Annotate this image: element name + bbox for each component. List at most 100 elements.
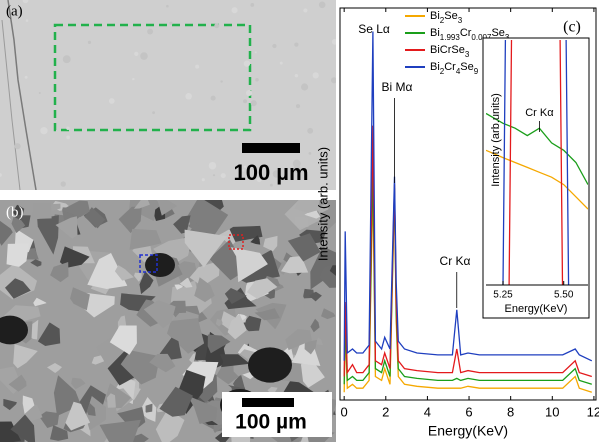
texture — [312, 72, 319, 79]
texture — [140, 52, 148, 60]
texture — [201, 178, 205, 182]
texture — [265, 165, 269, 169]
texture — [55, 216, 78, 239]
texture — [147, 28, 154, 35]
texture — [294, 216, 309, 228]
texture — [308, 152, 312, 155]
spectrum-line — [508, 40, 564, 285]
peak-label: Se Lα — [358, 22, 390, 36]
texture — [87, 40, 92, 44]
x-tick-label: 5.25 — [493, 290, 513, 301]
sem-image-b: (b) 100 µm — [0, 200, 336, 442]
texture — [272, 170, 281, 178]
texture — [0, 173, 2, 177]
x-tick-label: 8 — [507, 404, 514, 419]
texture — [14, 143, 21, 150]
texture — [255, 77, 259, 82]
x-tick-label: 5.50 — [554, 290, 574, 301]
texture — [194, 277, 215, 303]
texture — [294, 363, 325, 388]
texture — [3, 398, 17, 411]
texture — [267, 386, 278, 394]
x-axis-label: Energy(KeV) — [505, 303, 568, 315]
texture — [114, 265, 134, 281]
texture — [174, 284, 183, 290]
texture — [210, 95, 216, 101]
texture — [11, 216, 26, 234]
texture — [8, 374, 27, 392]
selection-box — [139, 254, 158, 273]
texture — [30, 259, 42, 267]
texture — [25, 19, 29, 22]
legend-label: Bi2Cr4Se9 — [430, 61, 479, 76]
texture — [307, 127, 314, 134]
legend-label: Bi2Se3 — [430, 10, 463, 25]
texture — [227, 314, 247, 340]
spectrum-line — [343, 164, 592, 385]
texture — [87, 253, 128, 289]
texture — [224, 288, 247, 304]
texture — [84, 207, 106, 229]
texture — [318, 1, 326, 9]
texture — [37, 215, 59, 255]
texture — [40, 127, 48, 135]
inset-frame — [482, 37, 590, 319]
texture — [65, 401, 91, 431]
texture — [145, 403, 153, 413]
plot-area — [343, 31, 593, 393]
texture — [243, 60, 251, 67]
texture — [189, 260, 220, 287]
texture — [295, 104, 301, 109]
texture — [246, 278, 278, 299]
texture — [243, 99, 248, 104]
texture — [12, 204, 25, 217]
texture — [254, 308, 280, 321]
texture — [269, 183, 273, 187]
texture — [149, 353, 176, 373]
texture — [230, 247, 268, 283]
texture — [134, 51, 139, 56]
texture — [263, 235, 278, 252]
y-axis-label: Intensity (arb. units) — [315, 147, 330, 261]
texture — [33, 297, 47, 307]
texture — [331, 38, 336, 45]
texture — [185, 93, 192, 100]
texture — [281, 256, 309, 274]
x-axis-label: Energy(KeV) — [428, 423, 508, 439]
texture — [292, 159, 301, 168]
spectrum-line — [343, 125, 592, 378]
selection-box — [53, 23, 252, 132]
texture — [134, 200, 150, 209]
selection-box — [228, 234, 244, 250]
texture — [0, 421, 21, 442]
texture — [220, 80, 223, 83]
texture — [139, 271, 154, 295]
texture — [231, 7, 238, 14]
texture — [173, 261, 198, 288]
texture — [143, 300, 176, 329]
texture — [279, 61, 283, 65]
texture — [62, 55, 71, 64]
x-tick-label: 0 — [341, 404, 348, 419]
texture — [145, 253, 175, 277]
texture — [99, 419, 141, 442]
x-tick-label: 4 — [424, 404, 431, 419]
axes-frame — [339, 7, 597, 401]
texture — [39, 411, 60, 428]
texture — [241, 315, 262, 332]
texture — [13, 344, 38, 369]
spectrum-line — [343, 31, 593, 362]
texture — [129, 228, 162, 250]
texture — [132, 77, 135, 81]
texture — [108, 98, 115, 104]
texture — [315, 200, 329, 214]
texture — [250, 3, 255, 7]
texture — [109, 325, 137, 355]
texture — [272, 43, 277, 49]
texture — [10, 414, 36, 442]
texture — [66, 135, 70, 140]
texture — [310, 246, 336, 290]
texture — [294, 42, 299, 47]
texture — [38, 91, 41, 94]
texture — [31, 202, 52, 220]
